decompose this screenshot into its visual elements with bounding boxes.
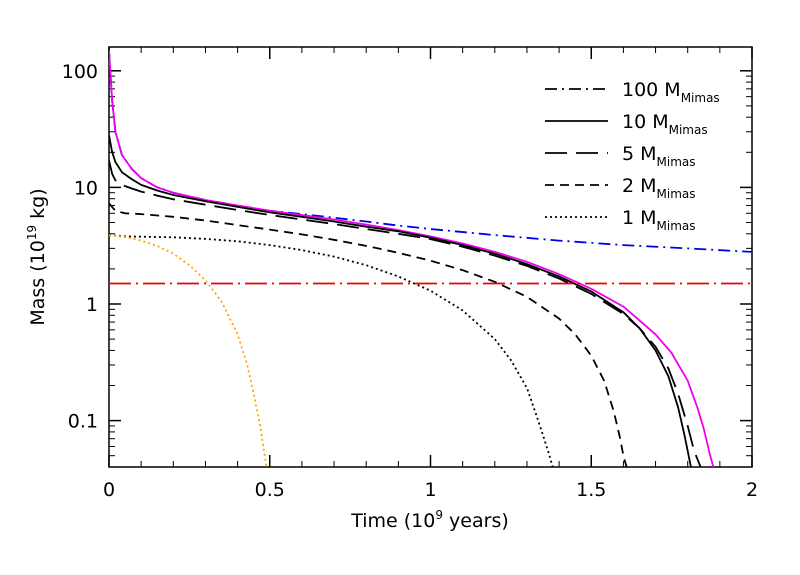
x-tick-label: 0.5 <box>255 479 285 501</box>
legend-label-main: 100 M <box>622 79 681 101</box>
legend-label: 5 MMimas <box>622 143 696 169</box>
y-tick-label: 100 <box>62 61 98 83</box>
x-axis-title-exp: 9 <box>435 508 443 522</box>
legend-label: 1 MMimas <box>622 207 696 233</box>
x-tick-label: 1.5 <box>576 479 606 501</box>
x-tick-label: 1 <box>424 479 436 501</box>
y-tick-label: 1 <box>86 294 98 316</box>
x-axis-title-tail: years) <box>443 510 509 532</box>
y-tick-label: 0.1 <box>68 411 98 433</box>
series-line-orange <box>109 234 268 467</box>
series-line-1-mmimas <box>109 234 554 467</box>
legend-label: 100 MMimas <box>622 79 720 105</box>
y-axis-title-exp: 19 <box>25 225 39 240</box>
legend-label-sub: Mimas <box>657 187 696 201</box>
series-line-2-mmimas <box>109 202 628 467</box>
plot-frame <box>108 46 753 468</box>
series-line-5-mmimas <box>109 160 702 467</box>
legend-label: 2 MMimas <box>622 175 696 201</box>
x-tick-label: 2 <box>746 479 758 501</box>
legend-label-sub: Mimas <box>669 123 708 137</box>
x-axis-title: Time (109 years) <box>350 508 509 532</box>
series-line-10-mmimas <box>109 135 692 467</box>
legend-label-main: 1 M <box>622 207 657 229</box>
legend-label-sub: Mimas <box>657 155 696 169</box>
series-line-magenta <box>109 50 715 467</box>
legend-label: 10 MMimas <box>622 111 708 137</box>
y-axis-title-main: Mass (10 <box>27 240 49 325</box>
legend-label-main: 5 M <box>622 143 657 165</box>
y-axis-title: Mass (1019 kg) <box>25 188 49 325</box>
legend-label-main: 2 M <box>622 175 657 197</box>
legend-label-sub: Mimas <box>657 219 696 233</box>
y-axis-title-tail: kg) <box>27 188 49 225</box>
y-tick-label: 10 <box>74 177 98 199</box>
legend-label-main: 10 M <box>622 111 669 133</box>
legend-label-sub: Mimas <box>681 91 720 105</box>
x-tick-label: 0 <box>103 479 115 501</box>
x-axis-title-main: Time (10 <box>350 510 435 532</box>
